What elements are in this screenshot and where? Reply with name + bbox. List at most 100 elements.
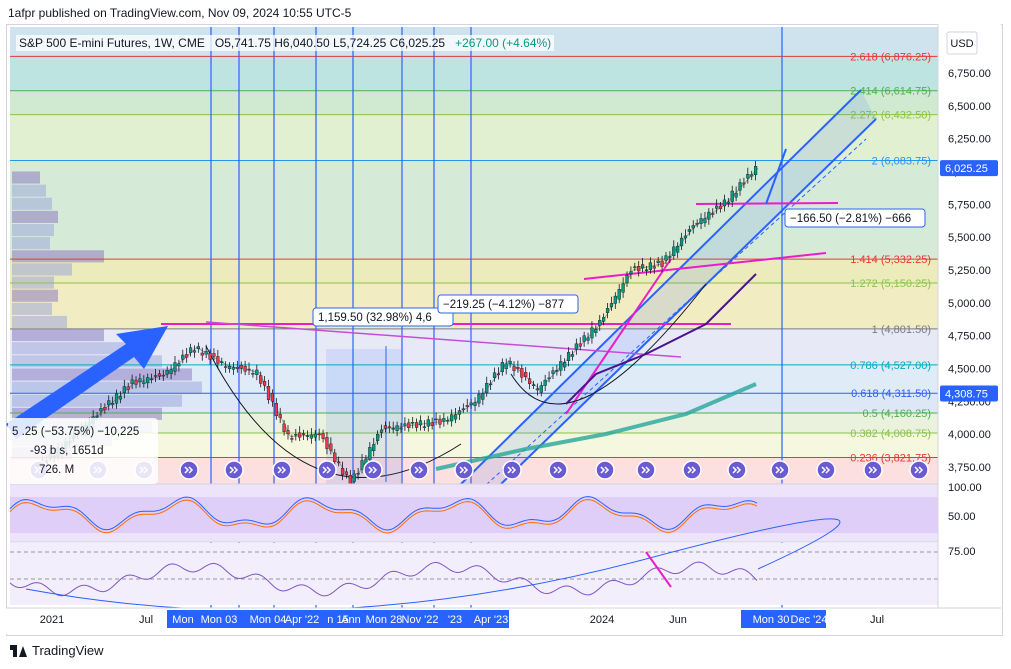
candle [446, 420, 450, 422]
volume-profile-bar [12, 171, 40, 184]
candle [177, 363, 181, 367]
footer-brand[interactable]: TradingView [10, 643, 104, 658]
price-tick-label: 4,500.00 [948, 363, 991, 375]
candle [473, 402, 477, 406]
price-tick-label: 4,750.00 [948, 331, 991, 343]
candle [196, 346, 200, 350]
candle [231, 367, 236, 370]
replay-marker-icon[interactable] [770, 460, 790, 480]
fib-zone [10, 328, 938, 365]
candle [418, 420, 423, 426]
time-tick-label: Jul [139, 614, 153, 626]
pane-tick-label: 75.00 [948, 546, 976, 558]
candle [313, 433, 317, 438]
candle [255, 369, 259, 375]
candle [352, 473, 356, 482]
candle [648, 262, 652, 270]
volume-profile-bar [12, 289, 58, 302]
moving-average-slow [435, 382, 757, 471]
candle [703, 218, 707, 224]
candle [107, 400, 111, 406]
volume-profile-bar [12, 342, 132, 355]
candle [613, 295, 617, 304]
candle [453, 414, 458, 420]
candle [582, 335, 586, 342]
replay-marker-icon[interactable] [502, 460, 522, 480]
replay-marker-icon[interactable] [454, 460, 474, 480]
fib-label: 0.382 (4,008.75) [850, 428, 931, 440]
candle [239, 365, 243, 369]
replay-marker-icon[interactable] [909, 460, 929, 480]
projection-arrow [765, 148, 787, 205]
measure-label-1: 1,159.50 (32.98%) 4,6 [318, 312, 432, 324]
candle [489, 383, 493, 386]
replay-marker-icon[interactable] [595, 460, 615, 480]
candle [734, 192, 738, 198]
replay-marker-icon[interactable] [363, 460, 383, 480]
symbol-legend: S&P 500 E-mini Futures, 1W, CME O5,741.7… [16, 35, 555, 51]
symbol-name: S&P 500 E-mini Futures, 1W, CME [19, 36, 205, 50]
candle [660, 260, 664, 267]
candle [247, 368, 251, 371]
candle [450, 414, 454, 422]
time-tick-label: Apr '22 [285, 614, 320, 626]
candle [621, 283, 625, 293]
candle [461, 408, 465, 410]
candle [594, 328, 598, 333]
replay-marker-icon[interactable] [727, 460, 747, 480]
candle [122, 386, 126, 393]
price-tick-label: 5,000.00 [948, 298, 991, 310]
volume-profile-bar [12, 237, 50, 250]
candle [426, 419, 430, 427]
candle [469, 402, 473, 406]
measure-label-5: -93 b s, 1651d [30, 445, 104, 457]
candle [376, 434, 380, 441]
brand-name: TradingView [32, 643, 104, 658]
candle [672, 246, 676, 256]
replay-marker-icon[interactable] [179, 460, 199, 480]
price-tick-label: 6,500.00 [948, 101, 991, 113]
candle [492, 372, 497, 378]
currency-button[interactable] [946, 31, 978, 55]
replay-marker-icon[interactable] [816, 460, 836, 480]
candle [629, 271, 633, 274]
measure-label-3-box [784, 208, 926, 228]
replay-marker-icon[interactable] [682, 460, 702, 480]
candle [263, 381, 267, 386]
candle [422, 426, 426, 428]
replay-marker-icon[interactable] [317, 460, 337, 480]
pane-tick-label: 100.00 [948, 482, 982, 494]
measure-label-2: −219.25 (−4.12%) −877 [443, 299, 564, 311]
candle [212, 353, 216, 357]
candle [146, 377, 150, 384]
candle [150, 378, 154, 381]
fib-label: 2.272 (6,432.50) [850, 110, 931, 122]
replay-marker-icon[interactable] [272, 460, 292, 480]
candle [243, 365, 247, 372]
candle [317, 433, 321, 436]
replay-marker-icon[interactable] [863, 460, 883, 480]
replay-marker-icon[interactable] [409, 460, 429, 480]
price-tick-label: 5,750.00 [948, 199, 991, 211]
tradingview-logo-icon [10, 644, 27, 657]
replay-marker-icon[interactable] [224, 460, 244, 480]
candle [165, 370, 169, 375]
time-tick-label: n 15 [327, 614, 348, 626]
change-value: +267.00 (+4.64%) [455, 36, 552, 50]
magenta-level-1 [583, 252, 827, 280]
time-tick-label: Nov '22 [402, 614, 439, 626]
price-axis: USD3,750.004,000.004,250.004,500.004,750… [937, 24, 1001, 634]
replay-marker-icon[interactable] [548, 460, 568, 480]
candle [699, 218, 703, 224]
fib-label: 2.414 (6,614.75) [850, 86, 931, 98]
fib-zone [10, 56, 938, 91]
measure-labels: 1,159.50 (32.98%) 4,6 −219.25 (−4.12%) −8… [8, 208, 926, 484]
measure-label-1-box [312, 307, 454, 327]
time-range-highlight [167, 610, 509, 628]
replay-marker-icon[interactable] [636, 460, 656, 480]
candle [278, 414, 282, 418]
candle [282, 423, 286, 432]
chart-canvas[interactable]: 2.618 (6,876.25) 2.414 (6,614.75) 2.272 (6… [6, 24, 1001, 634]
measure-label-4: 5 .25 (−53.75%) −10,225 [12, 426, 139, 438]
channel-lower-line [500, 118, 877, 485]
